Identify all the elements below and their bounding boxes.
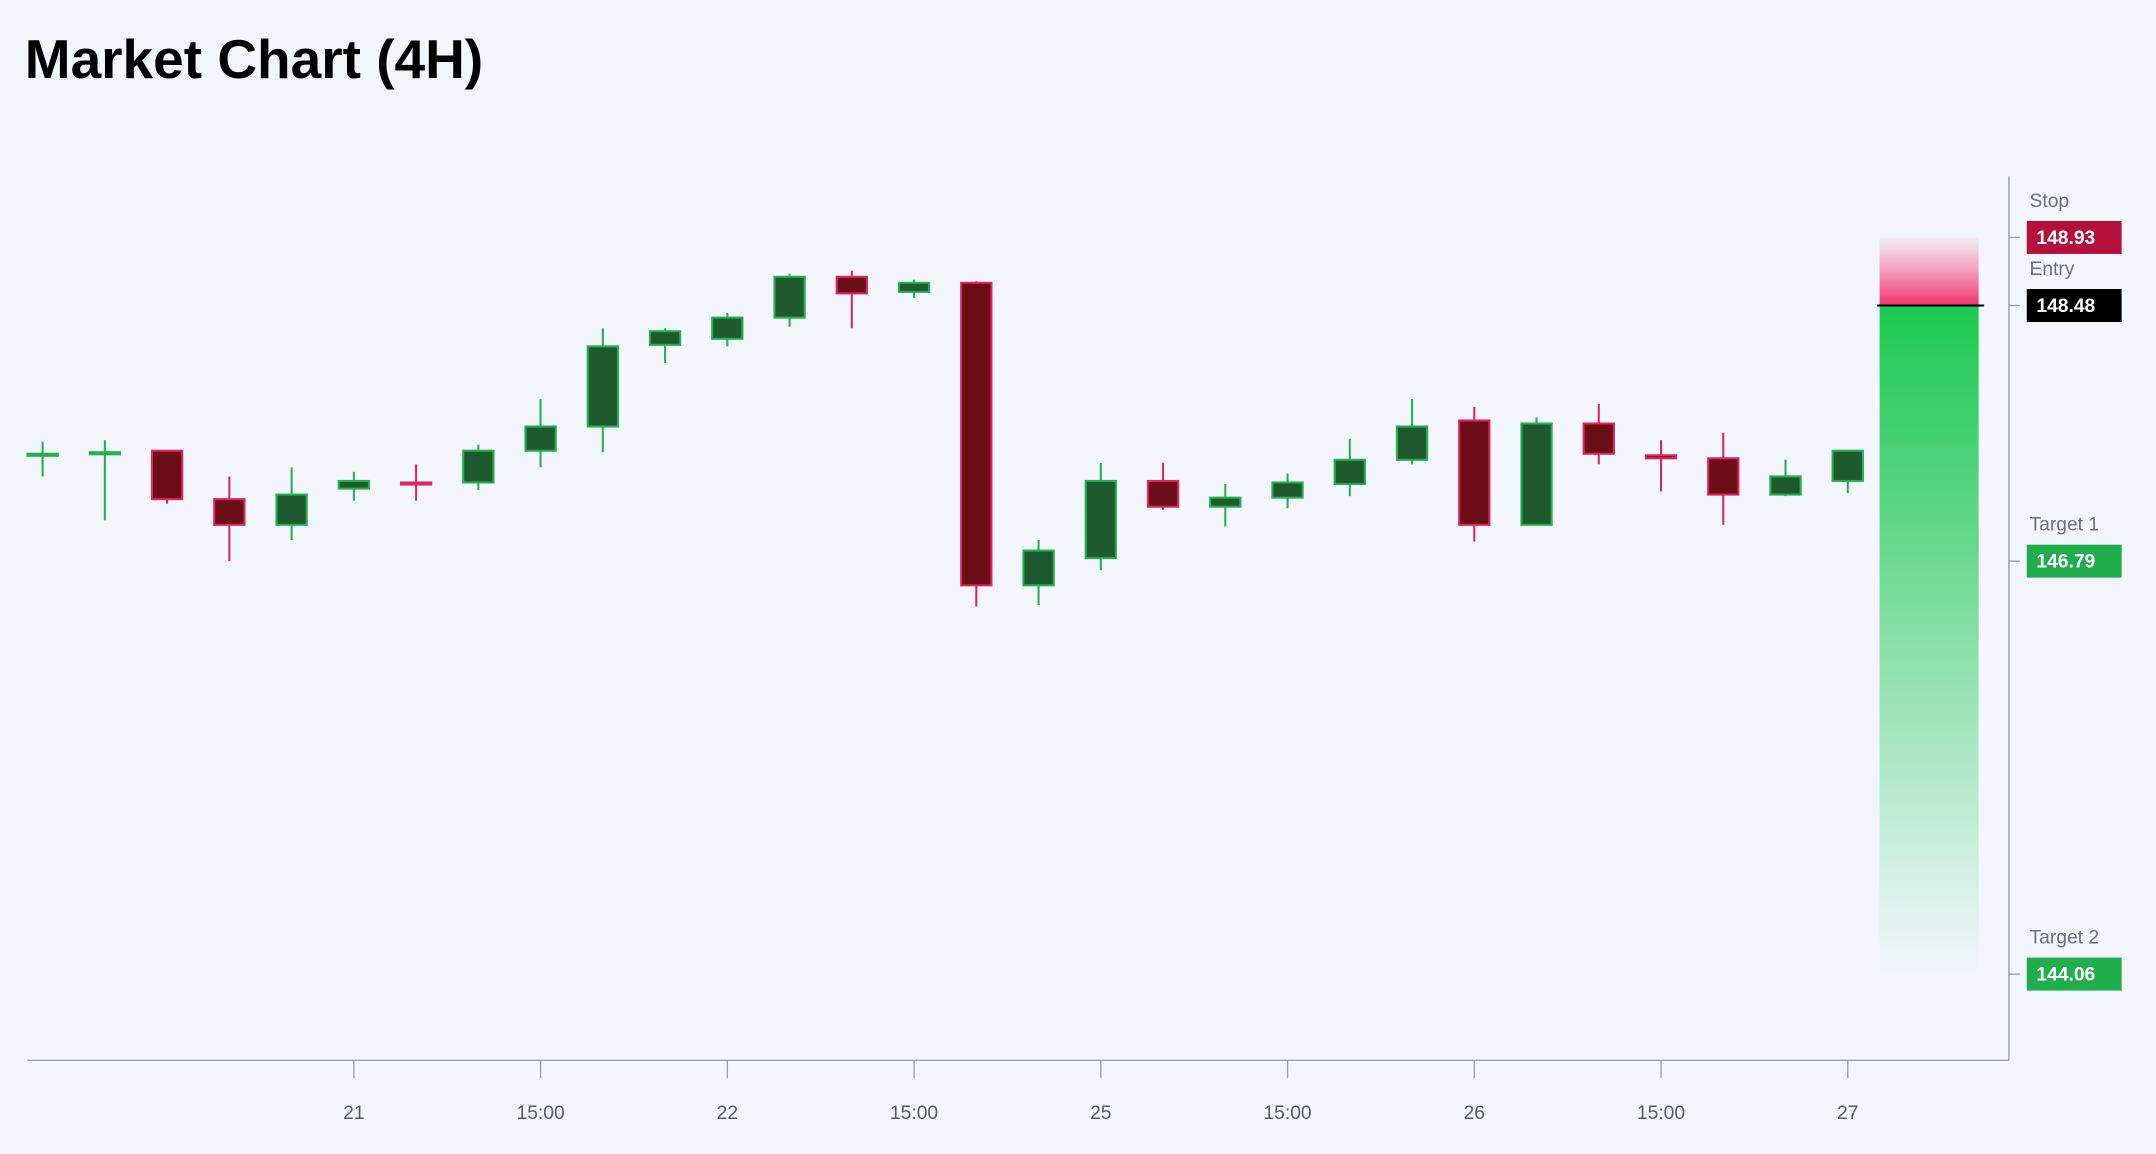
level-name: Stop <box>2030 191 2070 212</box>
level-value: 146.79 <box>2036 552 2095 573</box>
candle-body <box>275 493 308 526</box>
stop-zone <box>1879 237 1979 306</box>
x-tick-label: 27 <box>1837 1103 1858 1124</box>
candle-body <box>711 316 744 340</box>
candle-body <box>462 449 495 484</box>
candle-body <box>960 281 993 587</box>
x-tick-label: 15:00 <box>1263 1103 1311 1124</box>
candle-body <box>586 345 619 428</box>
candle-body <box>213 498 246 526</box>
target-zone <box>1879 305 1979 975</box>
x-tick-label: 26 <box>1464 1103 1485 1124</box>
candle-body <box>524 425 557 452</box>
candle-body <box>337 479 371 490</box>
candle-body <box>648 330 682 346</box>
candle-body <box>1271 481 1304 499</box>
x-tick-label: 22 <box>717 1103 738 1124</box>
x-tick-label: 21 <box>343 1103 364 1124</box>
candle-body <box>150 449 184 501</box>
level-name: Target 1 <box>2030 514 2100 535</box>
level-badge <box>2026 957 2122 991</box>
level-badge <box>2026 544 2122 578</box>
candle-body <box>1209 496 1242 508</box>
level-name: Entry <box>2030 259 2075 280</box>
candle-body <box>897 281 931 293</box>
x-tick-label: 25 <box>1090 1103 1111 1124</box>
level-badge <box>2026 289 2122 323</box>
candle-body <box>26 452 59 457</box>
x-tick-label: 15:00 <box>517 1103 565 1124</box>
x-tick-label: 15:00 <box>1637 1103 1685 1124</box>
candle-body <box>88 451 122 456</box>
candle-body <box>1146 479 1180 508</box>
candle-body <box>835 275 868 295</box>
candle-body <box>1831 449 1864 483</box>
candle-body <box>1520 422 1553 526</box>
candle-body <box>1022 549 1055 587</box>
level-value: 148.93 <box>2036 228 2095 249</box>
candle-body <box>1458 419 1491 526</box>
candle-body <box>1333 458 1366 486</box>
x-tick-label: 15:00 <box>890 1103 938 1124</box>
chart-title: Market Chart (4H) <box>25 28 483 90</box>
level-value: 148.48 <box>2036 296 2095 317</box>
level-value: 144.06 <box>2036 965 2095 986</box>
candle-body <box>1084 479 1117 560</box>
candle-body <box>1582 422 1615 455</box>
candle-body <box>1769 475 1802 496</box>
candle-body <box>1395 425 1429 461</box>
candle-body <box>1707 457 1740 496</box>
candle-body <box>1644 454 1678 460</box>
candle-body <box>773 275 806 319</box>
level-name: Target 2 <box>2030 927 2100 948</box>
candle-body <box>399 481 433 486</box>
level-badge <box>2026 220 2122 254</box>
